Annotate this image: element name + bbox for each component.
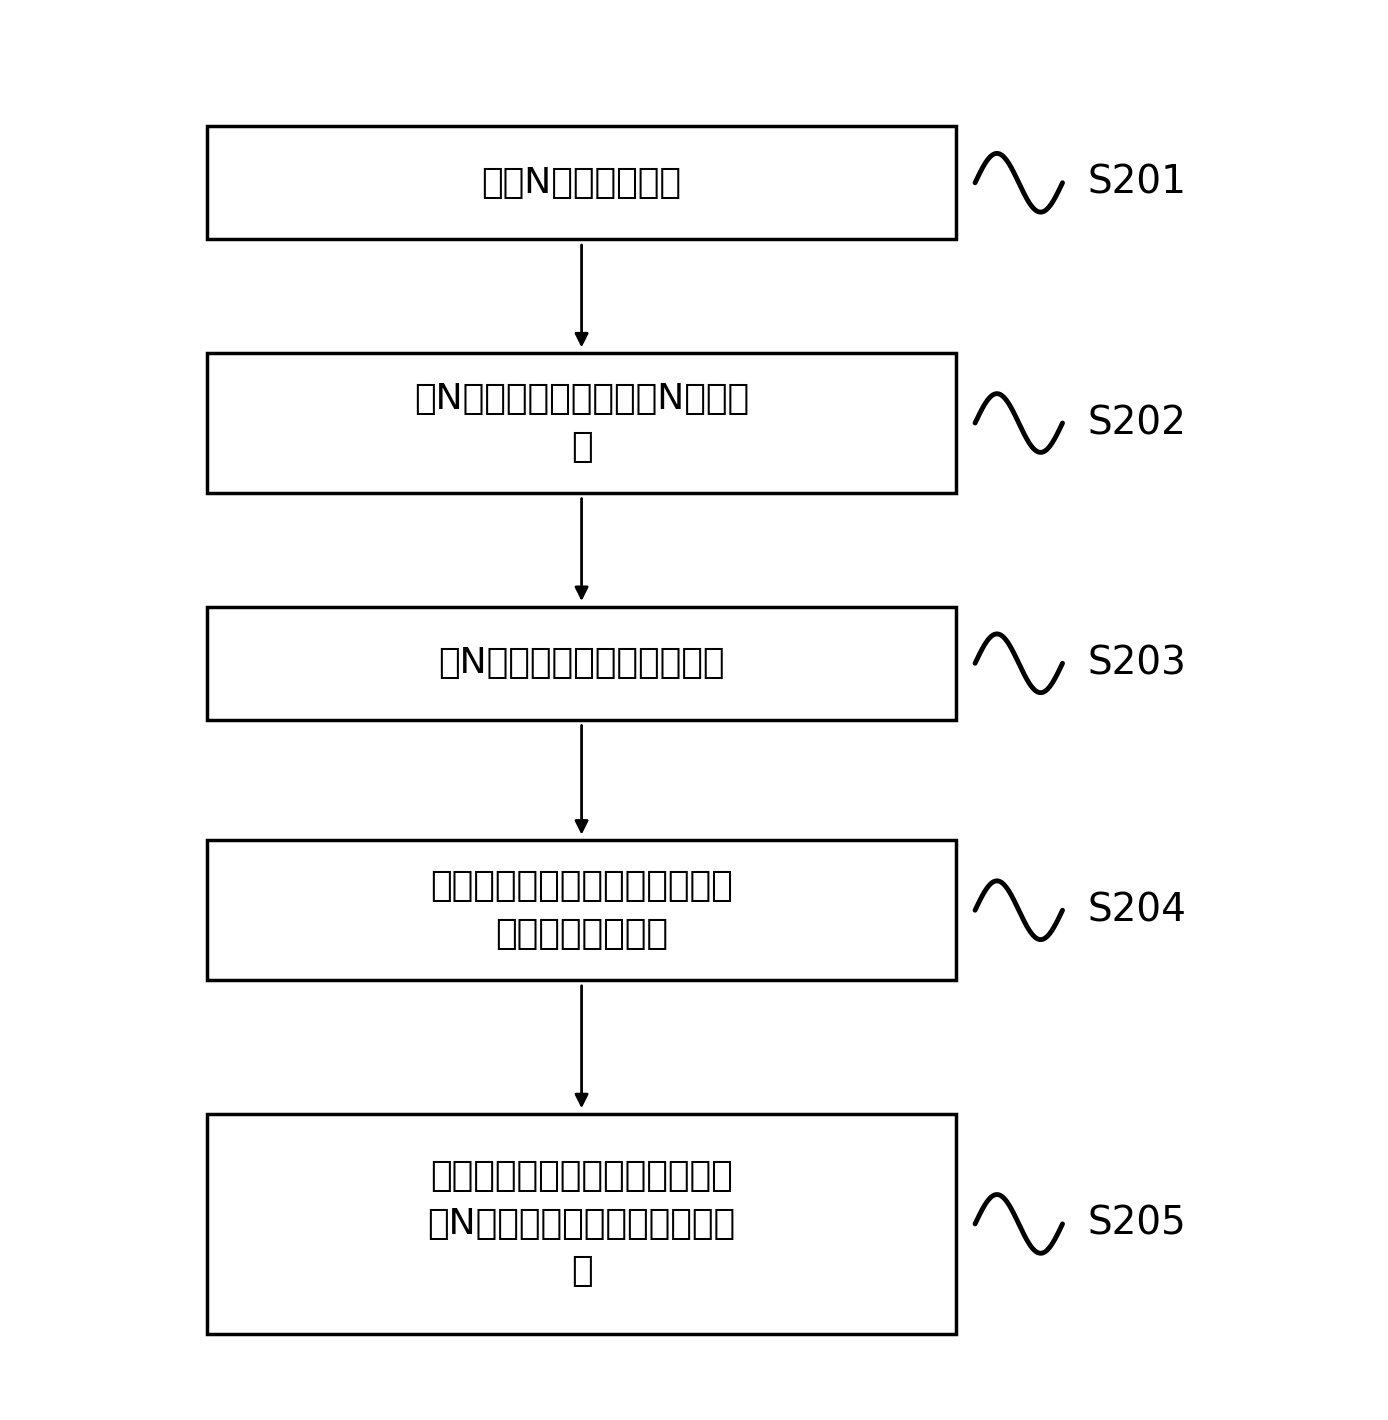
Text: S201: S201	[1087, 163, 1187, 202]
Bar	[207, 1113, 956, 1333]
Text: 提供N型半导体衬底: 提供N型半导体衬底	[482, 166, 682, 200]
Bar	[207, 841, 956, 980]
Text: 在所述深沟槽中淀积重掺杂的多
晶硅，填满深沟槽: 在所述深沟槽中淀积重掺杂的多 晶硅，填满深沟槽	[430, 869, 733, 951]
Text: 将重掺杂的多晶硅中的杂质扩散
到N型外延层中，形成杂质扩散
区: 将重掺杂的多晶硅中的杂质扩散 到N型外延层中，形成杂质扩散 区	[428, 1159, 736, 1288]
Bar	[207, 606, 956, 720]
Text: 在N型外延层上刻蚀出深沟槽: 在N型外延层上刻蚀出深沟槽	[439, 646, 725, 680]
Text: S205: S205	[1087, 1206, 1187, 1242]
Text: S203: S203	[1087, 645, 1187, 682]
Text: S202: S202	[1087, 405, 1187, 442]
Text: S204: S204	[1087, 892, 1187, 929]
Text: 在N型半导体衬底上形成N型外延
层: 在N型半导体衬底上形成N型外延 层	[414, 382, 750, 464]
Bar	[207, 126, 956, 240]
Bar	[207, 354, 956, 493]
